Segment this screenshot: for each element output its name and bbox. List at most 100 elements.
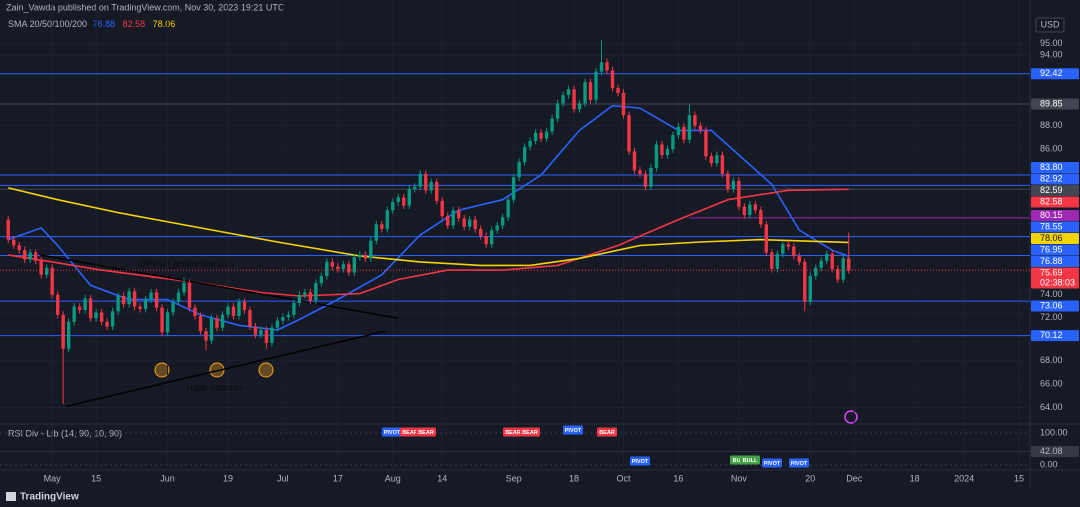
candle-body <box>517 162 521 178</box>
axis-label-bg <box>1031 98 1079 110</box>
sma-value: 76.88 <box>93 19 116 29</box>
currency-box[interactable] <box>1035 17 1065 33</box>
candle-body <box>770 252 774 269</box>
candle-body <box>588 82 593 100</box>
signal-marker <box>503 427 523 437</box>
candle-body <box>572 89 576 110</box>
candle-body <box>627 115 631 152</box>
candle-body <box>759 210 763 225</box>
candle-body <box>391 202 395 211</box>
candle-body <box>231 306 236 316</box>
candle-body <box>336 266 340 269</box>
candle-body <box>66 321 71 349</box>
price-axis-label: 73.06 <box>1040 300 1063 310</box>
signal-marker <box>382 427 402 437</box>
candle-body <box>34 252 38 261</box>
price-axis-label: 64.00 <box>1040 402 1063 412</box>
x-tick-label: 20 <box>805 473 815 483</box>
candle-body <box>555 103 560 119</box>
candle-body <box>451 210 455 226</box>
candle-body <box>753 204 758 211</box>
x-tick-label: 18 <box>569 473 579 483</box>
x-tick-label: Jun <box>160 473 175 483</box>
price-axis-label: 94.00 <box>1040 50 1063 60</box>
signal-label: BEAR <box>599 430 615 436</box>
candle-body <box>671 135 675 150</box>
signal-marker <box>416 427 436 437</box>
axis-label-bg <box>1031 330 1079 342</box>
candle-body <box>424 173 428 191</box>
sma-line <box>8 188 849 297</box>
price-axis-label: 89.85 <box>1040 98 1063 108</box>
candle-body <box>605 62 609 71</box>
price-axis-label: 72.00 <box>1040 312 1063 322</box>
candle-body <box>440 200 444 217</box>
publisher: Zain_Vawda published on TradingView.com,… <box>6 2 285 12</box>
candle-body <box>226 306 230 315</box>
candle-body <box>237 301 241 316</box>
price-axis-label: 68.00 <box>1040 355 1063 365</box>
logo[interactable]: TradingView <box>20 492 79 503</box>
axis-label-bg <box>1031 300 1079 312</box>
candle-body <box>55 294 60 315</box>
candle-body <box>435 182 439 201</box>
candle-body <box>792 246 796 257</box>
candle-body <box>61 314 65 349</box>
candle-body <box>709 156 714 164</box>
candle-body <box>149 292 153 300</box>
candle-body <box>347 264 351 273</box>
candle-body <box>319 276 324 284</box>
signal-marker <box>740 455 760 465</box>
candle-body <box>132 291 137 307</box>
candle-body <box>99 312 104 322</box>
candle-body <box>748 204 752 215</box>
logo-icon[interactable] <box>6 492 16 501</box>
candle-body <box>77 306 82 311</box>
trend-line <box>39 254 399 320</box>
candle-body <box>127 291 131 305</box>
axis-label-bg <box>1031 210 1079 222</box>
plot <box>0 39 1030 408</box>
price-axis-label: 70.12 <box>1040 330 1063 340</box>
axis-label-bg <box>1031 161 1079 173</box>
candle-body <box>12 239 16 246</box>
annotation: Triple Bottom? <box>185 382 243 392</box>
candle-body <box>380 224 384 230</box>
candle-body <box>726 173 730 190</box>
axis-label-bg <box>1031 233 1079 245</box>
candle-body <box>654 144 659 168</box>
alert-icon[interactable] <box>844 410 858 424</box>
x-tick-label: Nov <box>731 473 748 483</box>
candle-body <box>418 173 422 187</box>
currency[interactable]: USD <box>1040 19 1060 29</box>
candle-body <box>456 210 461 219</box>
indicator-name: SMA 20/50/100/200 <box>8 19 87 29</box>
signal-label: BULL <box>743 458 758 464</box>
candle-body <box>638 170 642 174</box>
signal-marker <box>597 427 617 437</box>
candle-body <box>808 276 812 302</box>
candle-body <box>737 180 741 207</box>
candle-body <box>830 253 834 269</box>
price-axis-label: 80.15 <box>1040 210 1063 220</box>
candle-body <box>358 254 362 258</box>
candle-body <box>825 253 829 261</box>
candle-body <box>292 303 296 315</box>
candle-body <box>44 267 49 275</box>
candle-body <box>500 217 505 226</box>
candle-body <box>803 261 807 302</box>
candle-body <box>693 115 697 126</box>
axis-label-bg <box>1031 244 1079 256</box>
candle-body <box>83 298 87 311</box>
x-tick-label: Sep <box>506 473 522 483</box>
candle-body <box>363 254 368 259</box>
candle-body <box>72 306 76 322</box>
x-tick-label: Aug <box>385 473 401 483</box>
x-tick-label: 19 <box>223 473 233 483</box>
candle-body <box>720 155 725 174</box>
candle-body <box>413 186 417 190</box>
candle-body <box>374 224 378 241</box>
candle-body <box>281 317 285 321</box>
candle-body <box>330 261 335 267</box>
